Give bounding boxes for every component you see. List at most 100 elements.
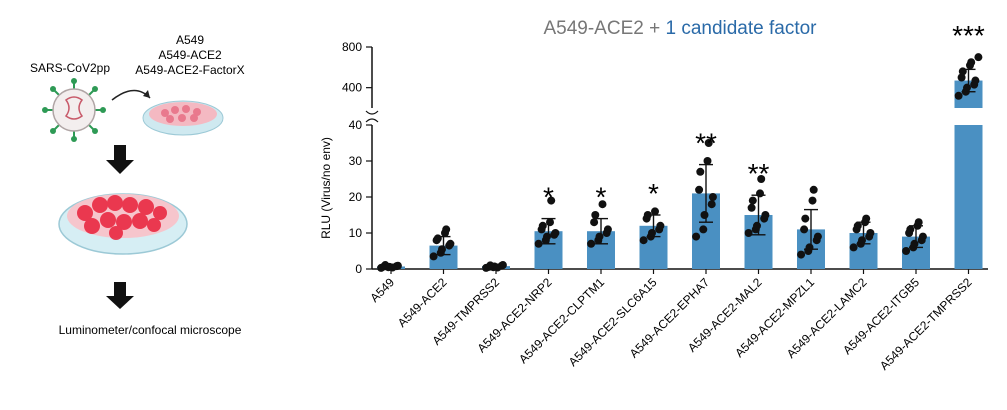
x-tick-label: A549: [367, 275, 397, 305]
axes: 0 10 20 30 40 400 800: [342, 40, 988, 276]
data-point: [551, 229, 560, 237]
data-point: [805, 243, 814, 252]
significance-mark: *: [648, 178, 659, 209]
data-point: [591, 211, 600, 219]
chart-title-accent: 1 candidate factor: [665, 18, 817, 39]
significance-mark: *: [596, 182, 607, 213]
data-point: [643, 211, 652, 219]
x-tick-label: A549-ACE2-CLPTM1: [516, 275, 607, 366]
data-point: [801, 214, 810, 223]
data-point: [707, 200, 716, 209]
readout-label: Luminometer/confocal microscope: [59, 323, 242, 337]
down-arrow-icon: [106, 145, 134, 174]
x-tick-label: A549-ACE2-TMPRSS2: [877, 275, 975, 373]
data-point: [590, 218, 599, 227]
data-point: [954, 91, 963, 100]
data-point: [704, 139, 713, 147]
data-point: [538, 221, 547, 230]
data-point: [813, 232, 822, 241]
data-point: [547, 196, 556, 205]
data-point: [381, 261, 390, 270]
chart-title: A549-ACE2 + 1 candidate factor: [543, 18, 817, 39]
cell-label-a549-ace2: A549-ACE2: [158, 48, 222, 62]
data-point: [388, 263, 397, 272]
data-point: [486, 261, 495, 270]
data-point: [748, 196, 757, 205]
y-tick-label: 40: [349, 118, 363, 132]
data-point: [963, 83, 971, 92]
data-point: [656, 221, 665, 230]
data-point: [918, 232, 927, 241]
data-point: [696, 167, 705, 176]
down-arrow-icon: [106, 282, 134, 309]
significance-mark: ***: [952, 20, 985, 51]
cell-dish-large-icon: [58, 193, 188, 255]
data-point: [862, 214, 871, 223]
data-point: [858, 236, 866, 245]
data-point: [902, 247, 911, 255]
data-point: [446, 239, 455, 248]
significance-mark: *: [543, 182, 554, 213]
data-point: [700, 211, 709, 219]
data-point: [703, 157, 712, 165]
data-point: [639, 236, 648, 245]
data-point: [756, 189, 764, 198]
data-point: [648, 229, 656, 237]
cell-label-a549-ace2-factorx: A549-ACE2-FactorX: [135, 63, 244, 77]
data-point: [744, 229, 753, 237]
data-point: [753, 221, 761, 230]
data-point: [587, 239, 596, 248]
data-point: [546, 218, 554, 227]
significance-mark: **: [748, 158, 770, 189]
bar: [954, 125, 983, 269]
data-point: [800, 225, 809, 234]
experiment-schematic: SARS-CoV2pp A549 A549-ACE2 A549-ACE2-Fac…: [30, 33, 245, 337]
data-point: [866, 229, 875, 237]
significance-mark: **: [695, 128, 717, 159]
data-point: [971, 76, 980, 85]
bar: [429, 245, 458, 269]
y-tick-label: 30: [349, 154, 363, 168]
axis-break-mark: [365, 118, 379, 123]
x-tick-labels: A549A549-ACE2A549-TMPRSS2A549-ACE2-NRP2A…: [367, 269, 975, 373]
significance-marks: * * ********: [543, 20, 985, 213]
data-point: [692, 232, 701, 241]
chart-title-main: A549-ACE2 +: [543, 18, 665, 39]
bars: [377, 80, 983, 269]
data-point: [598, 200, 607, 209]
data-point: [534, 239, 543, 248]
data-point: [595, 232, 604, 241]
data-points: [377, 53, 983, 272]
data-point: [974, 53, 983, 62]
error-bars: [384, 68, 976, 269]
data-point: [603, 225, 612, 234]
data-point: [433, 234, 442, 243]
data-point: [958, 67, 967, 76]
y-tick-label: 20: [349, 190, 363, 204]
data-point: [493, 263, 502, 272]
data-point: [797, 250, 806, 259]
x-tick-label: A549-ACE2: [395, 275, 450, 330]
data-point: [910, 239, 919, 248]
virus-label: SARS-CoV2pp: [30, 61, 110, 75]
cell-dish-small-icon: [142, 100, 224, 136]
data-point: [438, 245, 446, 254]
data-point: [808, 196, 817, 205]
data-point: [761, 211, 770, 219]
data-point: [695, 185, 704, 194]
y-tick-label: 400: [342, 81, 362, 95]
y-tick-label: 800: [342, 40, 362, 54]
data-point: [967, 58, 976, 67]
x-tick-label: A549-ACE2-SLC6A15: [566, 275, 660, 369]
virus-particle-icon: [42, 78, 106, 142]
data-point: [543, 232, 551, 241]
data-point: [708, 193, 717, 201]
data-point: [957, 73, 966, 82]
data-point: [429, 252, 438, 261]
data-point: [747, 203, 756, 212]
y-tick-label: 0: [355, 262, 362, 276]
data-point: [699, 225, 708, 234]
data-point: [757, 175, 766, 183]
data-point: [914, 218, 923, 227]
